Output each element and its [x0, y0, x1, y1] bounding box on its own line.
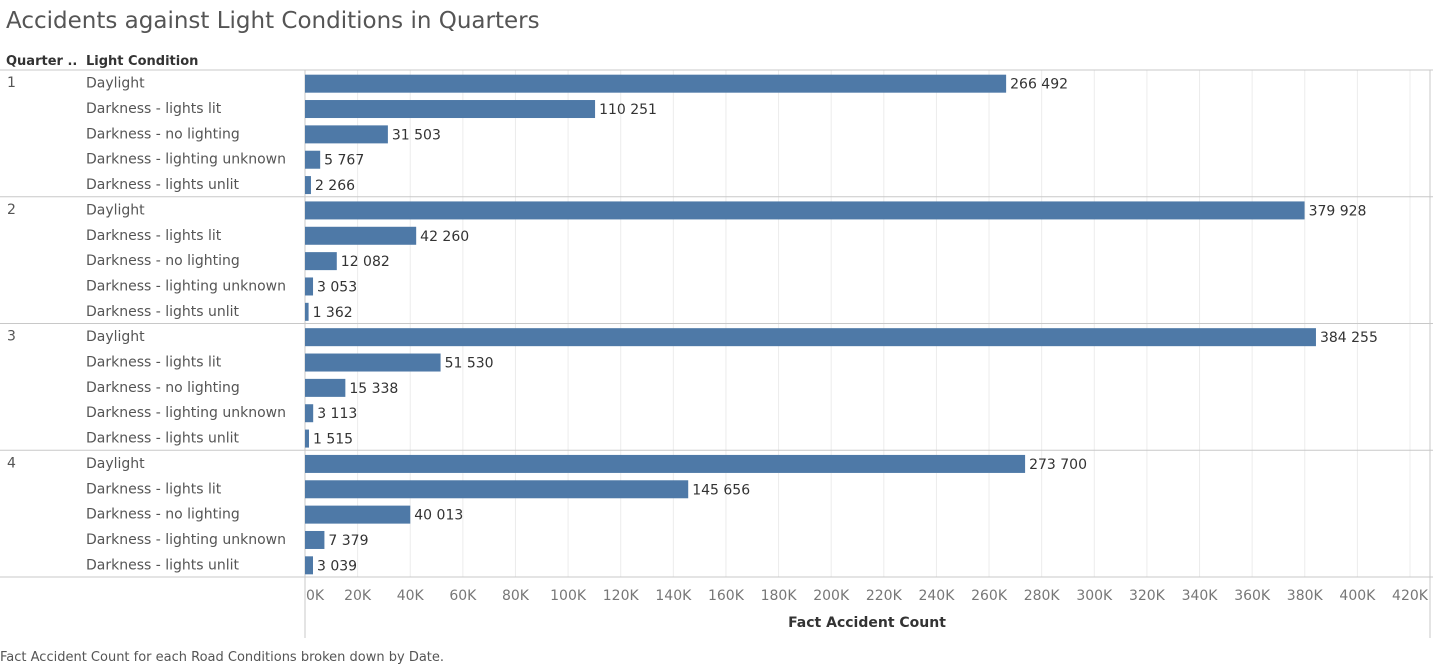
row-label: Darkness - no lighting: [86, 126, 240, 142]
row-label: Darkness - lighting unknown: [86, 152, 286, 168]
row-label: Darkness - no lighting: [86, 380, 240, 396]
quarter-label: 1: [7, 75, 16, 91]
row-label: Darkness - lighting unknown: [86, 532, 286, 548]
chart-rows: 1 Daylight 266 492 Darkness - lights lit 110…: [7, 74, 1378, 575]
row-label: Darkness - lights unlit: [86, 177, 240, 193]
bar: [305, 100, 596, 119]
quarter-dividers: [0, 196, 1433, 578]
bar: [305, 201, 1305, 220]
bar: [305, 556, 313, 575]
row-label: Darkness - lighting unknown: [86, 278, 286, 294]
x-tick-label: 100K: [550, 588, 587, 604]
x-tick-label: 60K: [449, 588, 477, 604]
x-axis-title: Fact Accident Count: [788, 615, 946, 631]
bar-value-label: 1 362: [313, 305, 353, 321]
bar-value-label: 3 113: [317, 406, 357, 422]
x-tick-label: 380K: [1287, 588, 1324, 604]
row-label: Darkness - lighting unknown: [86, 405, 286, 421]
bar-value-label: 110 251: [599, 102, 657, 118]
header-light-condition: Light Condition: [86, 54, 198, 69]
bar-value-label: 12 082: [341, 254, 390, 270]
x-tick-label: 420K: [1392, 588, 1429, 604]
x-tick-label: 0K: [306, 588, 325, 604]
row-label: Darkness - no lighting: [86, 253, 240, 269]
bar: [305, 429, 309, 448]
bar: [305, 480, 689, 499]
bar-value-label: 42 260: [420, 229, 469, 245]
bar-value-label: 31 503: [392, 127, 441, 143]
x-axis-ticks: 0K 20K 40K 60K 80K 100K 120K 140K 160K 180K 200K 22…: [306, 588, 1429, 604]
x-tick-label: 20K: [344, 588, 372, 604]
x-tick-label: 160K: [708, 588, 745, 604]
bar-value-label: 5 767: [324, 153, 364, 169]
bar-value-label: 379 928: [1309, 203, 1367, 219]
quarter-label: 2: [7, 202, 16, 218]
bar: [305, 378, 346, 397]
x-tick-label: 320K: [1129, 588, 1166, 604]
bar: [305, 404, 314, 423]
bar-value-label: 145 656: [692, 482, 750, 498]
quarter-label: 4: [7, 455, 16, 471]
bar-value-label: 1 515: [313, 432, 353, 448]
bar-value-label: 7 379: [328, 533, 368, 549]
bar: [305, 125, 388, 144]
x-tick-label: 260K: [971, 588, 1008, 604]
header-quarter: Quarter ..: [6, 54, 77, 69]
x-tick-label: 120K: [603, 588, 640, 604]
bar: [305, 302, 309, 321]
row-label: Darkness - lights unlit: [86, 557, 240, 573]
x-tick-label: 300K: [1076, 588, 1113, 604]
bar-value-label: 15 338: [349, 381, 398, 397]
bar: [305, 530, 325, 549]
bar: [305, 176, 311, 195]
bar: [305, 454, 1026, 473]
bar: [305, 328, 1316, 347]
x-tick-label: 220K: [866, 588, 903, 604]
bar: [305, 505, 411, 524]
quarter-label: 3: [7, 329, 16, 345]
row-label: Darkness - lights lit: [86, 481, 222, 497]
bar-value-label: 2 266: [315, 178, 355, 194]
row-label: Darkness - lights lit: [86, 101, 222, 117]
row-label: Daylight: [86, 456, 145, 472]
x-tick-label: 240K: [918, 588, 955, 604]
bar: [305, 353, 441, 372]
row-label: Daylight: [86, 76, 145, 92]
bar-value-label: 266 492: [1010, 77, 1068, 93]
bar-value-label: 3 039: [317, 558, 357, 574]
bar: [305, 277, 314, 296]
bar-value-label: 51 530: [445, 356, 494, 372]
bar-value-label: 3 053: [317, 279, 357, 295]
row-label: Darkness - lights lit: [86, 355, 222, 371]
bar-value-label: 273 700: [1029, 457, 1087, 473]
bar: [305, 252, 337, 271]
bar: [305, 74, 1007, 93]
x-tick-label: 340K: [1182, 588, 1219, 604]
row-label: Darkness - lights unlit: [86, 304, 240, 320]
row-label: Daylight: [86, 329, 145, 345]
chart-caption: Fact Accident Count for each Road Condit…: [0, 650, 445, 665]
bar: [305, 150, 321, 169]
x-tick-label: 80K: [502, 588, 530, 604]
x-tick-label: 400K: [1339, 588, 1376, 604]
bar-chart: Quarter .. Light Condition 1 Daylight 266 …: [0, 54, 1433, 638]
x-tick-label: 140K: [655, 588, 692, 604]
x-tick-label: 200K: [813, 588, 850, 604]
x-tick-label: 360K: [1234, 588, 1271, 604]
bar-value-label: 40 013: [414, 508, 463, 524]
bar: [305, 226, 417, 245]
bar-value-label: 384 255: [1320, 330, 1378, 346]
chart-title: Accidents against Light Conditions in Qu…: [6, 8, 540, 34]
row-label: Darkness - lights lit: [86, 228, 222, 244]
row-label: Darkness - no lighting: [86, 507, 240, 523]
x-tick-label: 40K: [397, 588, 425, 604]
x-tick-label: 180K: [761, 588, 798, 604]
row-label: Darkness - lights unlit: [86, 431, 240, 447]
x-tick-label: 280K: [1024, 588, 1061, 604]
row-label: Daylight: [86, 202, 145, 218]
